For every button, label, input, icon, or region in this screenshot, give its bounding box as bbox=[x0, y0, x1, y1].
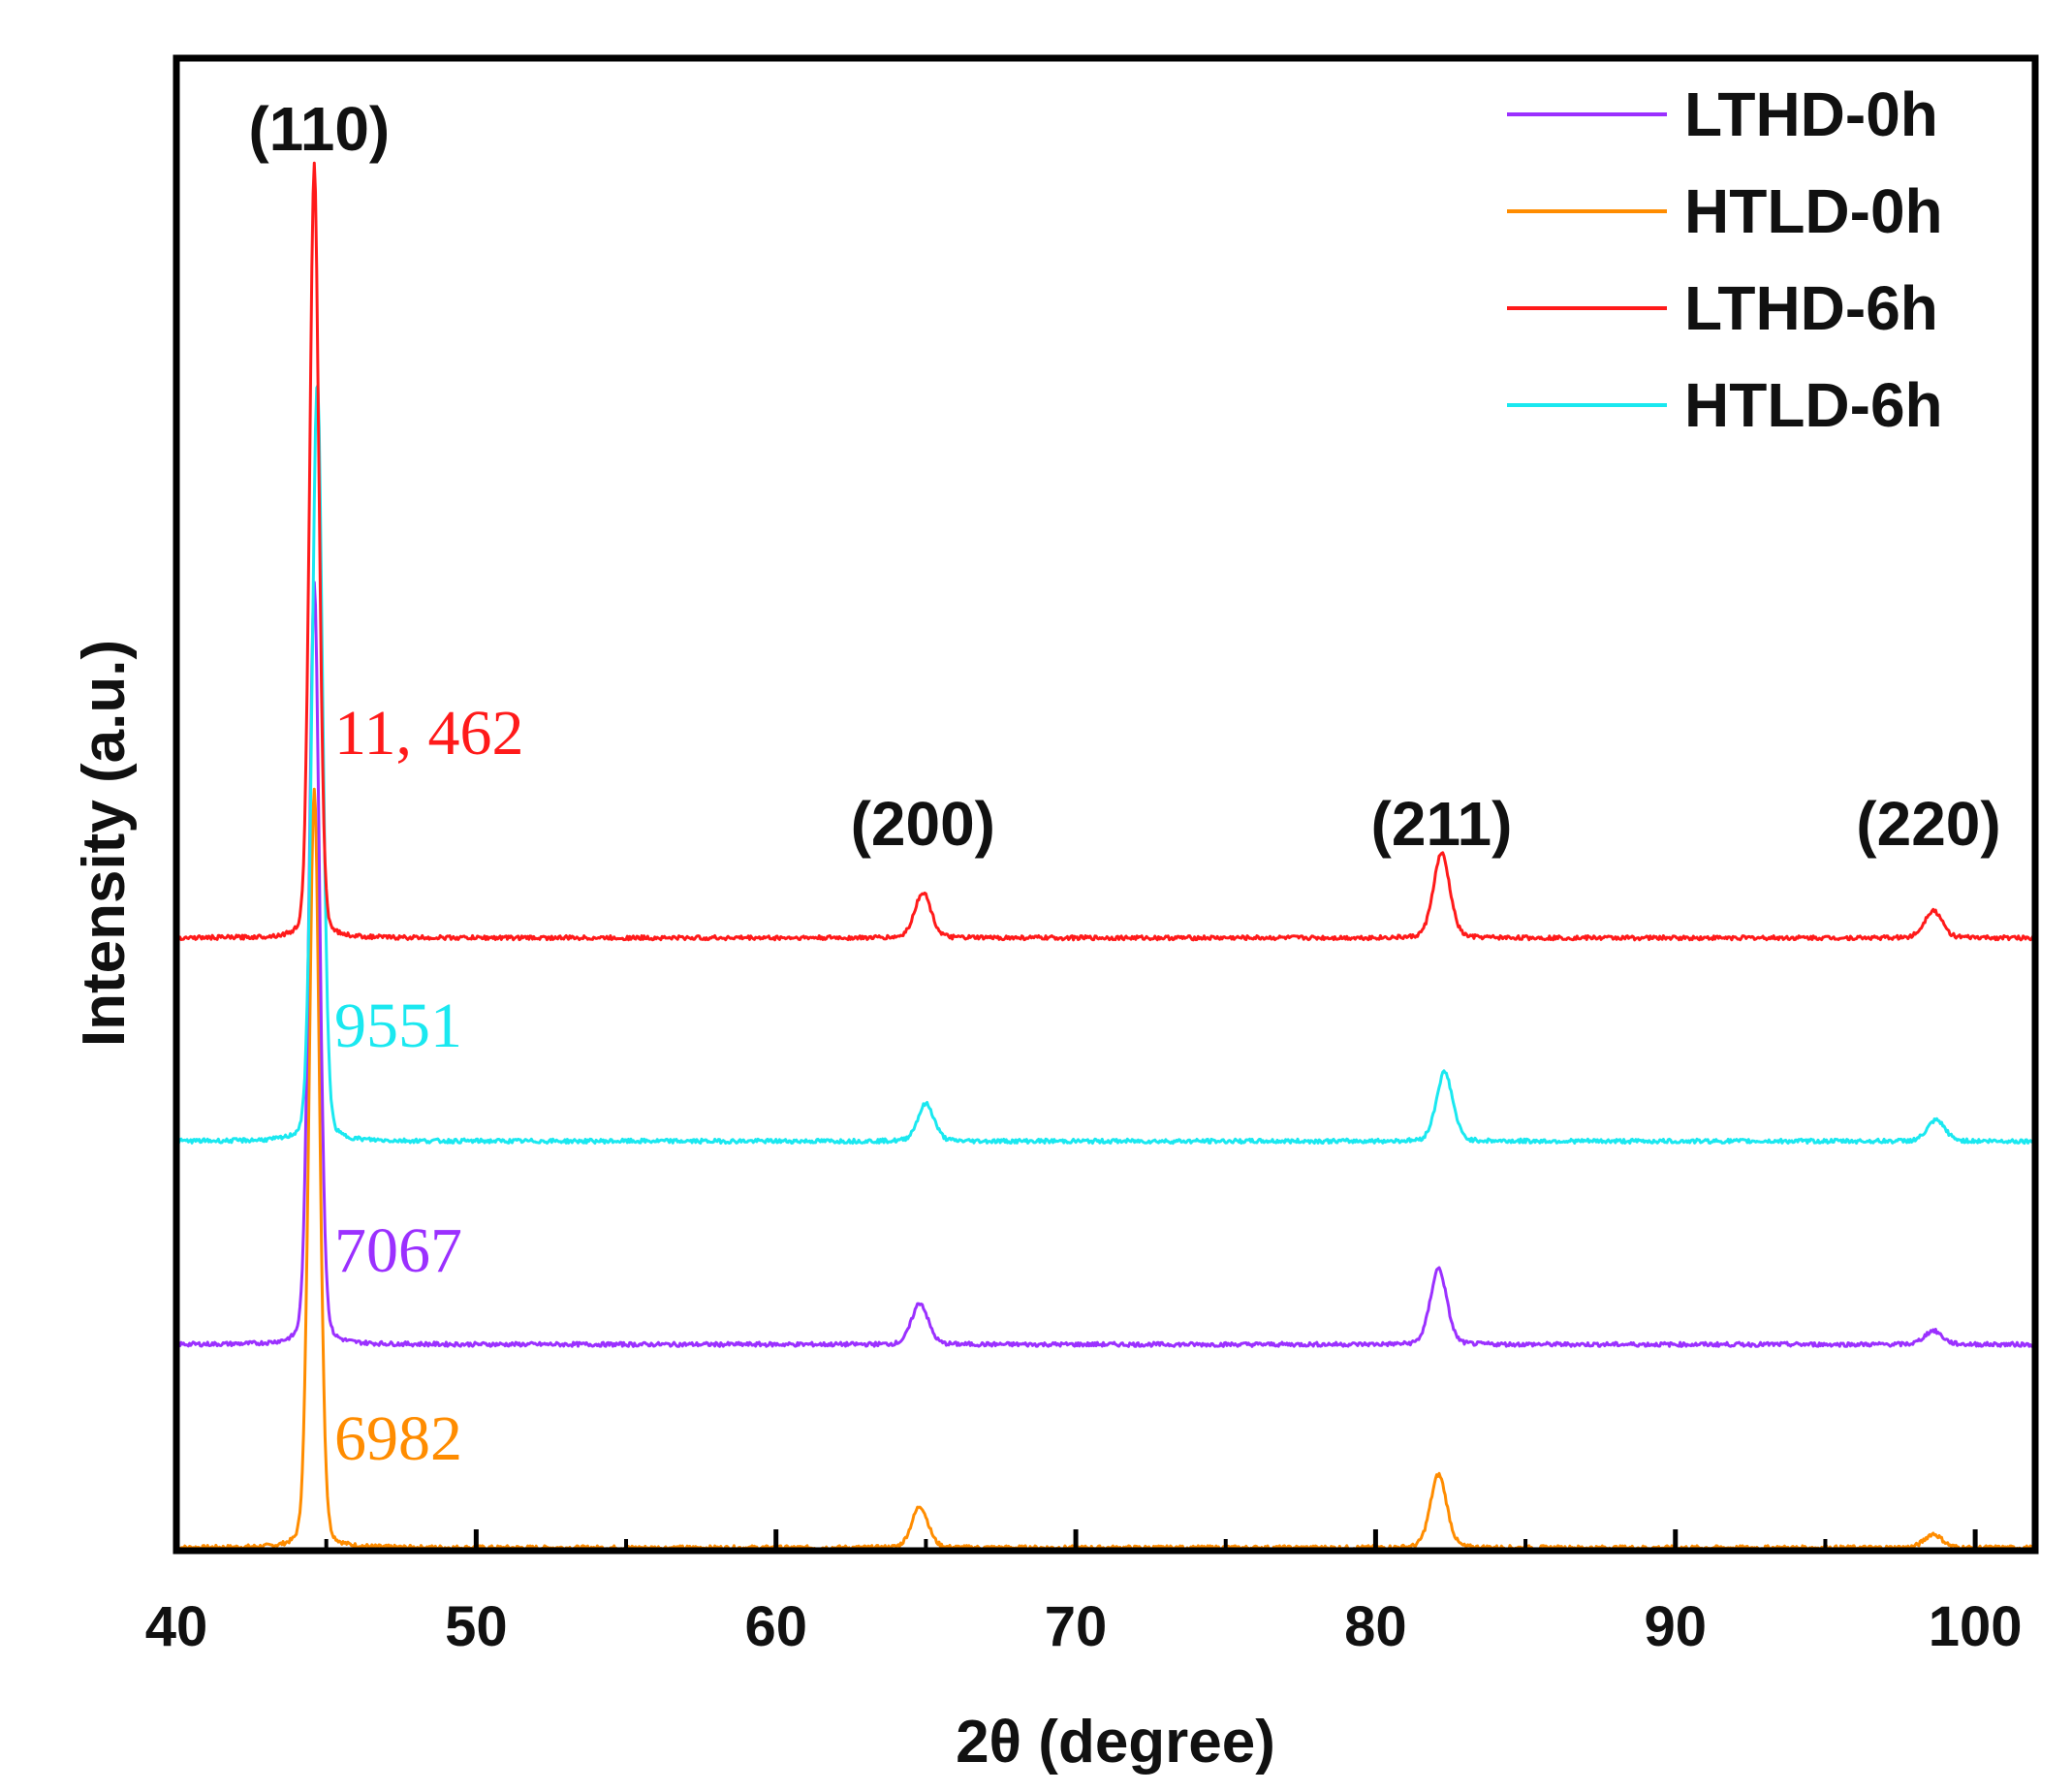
plot-frame bbox=[173, 54, 2039, 1555]
legend-label-lthd-6h: LTHD-6h bbox=[1684, 273, 1938, 343]
x-tick-label-80: 80 bbox=[1344, 1595, 1407, 1658]
peak-label-110: (110) bbox=[248, 94, 390, 164]
legend-label-lthd-0h: LTHD-0h bbox=[1684, 79, 1938, 149]
peak-label-220: (220) bbox=[1856, 789, 2000, 859]
x-axis-title: 2θ (degree) bbox=[956, 1709, 1275, 1776]
legend-label-htld-6h: HTLD-6h bbox=[1684, 370, 1943, 440]
legend: LTHD-0h HTLD-0h LTHD-6h HTLD-6h bbox=[1507, 79, 1943, 440]
legend-label-htld-0h: HTLD-0h bbox=[1684, 176, 1943, 246]
x-tick-label-40: 40 bbox=[145, 1595, 208, 1658]
intensity-label-htld-0h: 6982 bbox=[334, 1403, 462, 1474]
series-line-lthd-0h bbox=[174, 581, 2037, 1348]
axis-layer: 40 50 60 70 80 90 100 2θ (degree) Intensity (a.u… bbox=[71, 54, 2039, 1776]
intensity-label-htld-6h: 9551 bbox=[334, 990, 462, 1061]
x-tick-label-50: 50 bbox=[445, 1595, 508, 1658]
label-layer: (110) (200) (211) (220) 7067 6982 11, 462 9551 bbox=[248, 94, 2000, 1474]
x-tick-label-60: 60 bbox=[744, 1595, 807, 1658]
x-tick-label-70: 70 bbox=[1045, 1595, 1108, 1658]
x-tick-label-90: 90 bbox=[1645, 1595, 1708, 1658]
series-line-htld-6h bbox=[175, 384, 2037, 1146]
peak-label-211: (211) bbox=[1371, 789, 1513, 859]
intensity-label-lthd-0h: 7067 bbox=[334, 1215, 462, 1286]
x-tick-label-100: 100 bbox=[1929, 1595, 2023, 1658]
intensity-label-lthd-6h: 11, 462 bbox=[334, 698, 524, 769]
y-axis-title: Intensity (a.u.) bbox=[71, 640, 138, 1047]
series-line-lthd-6h bbox=[175, 161, 2037, 942]
peak-label-200: (200) bbox=[851, 789, 995, 859]
